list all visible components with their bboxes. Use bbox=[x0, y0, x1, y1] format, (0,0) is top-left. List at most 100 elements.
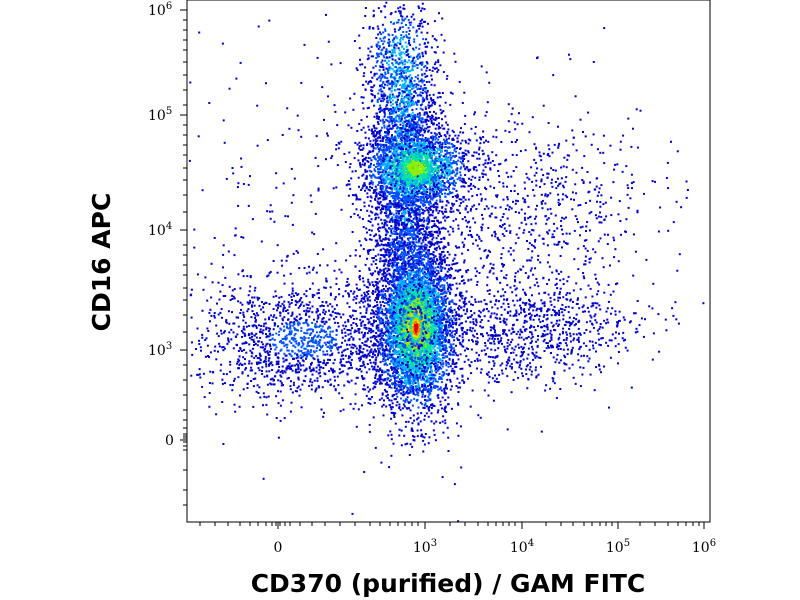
event-dot bbox=[357, 357, 360, 360]
event-dot bbox=[576, 298, 579, 301]
event-dot bbox=[262, 361, 265, 363]
event-dot bbox=[289, 388, 292, 391]
event-dot bbox=[303, 335, 306, 338]
event-dot bbox=[241, 371, 244, 374]
event-dot bbox=[435, 39, 438, 42]
event-dot bbox=[428, 94, 431, 97]
event-dot bbox=[480, 65, 483, 68]
event-dot bbox=[254, 320, 257, 323]
event-dot bbox=[598, 368, 601, 371]
event-dot bbox=[318, 386, 321, 389]
event-dot bbox=[497, 290, 499, 293]
event-dot bbox=[534, 240, 536, 243]
event-dot bbox=[426, 112, 429, 115]
event-dot bbox=[613, 168, 616, 171]
event-dot bbox=[592, 344, 594, 347]
event-dot bbox=[594, 251, 597, 254]
event-dot bbox=[504, 208, 507, 210]
event-dot bbox=[571, 363, 574, 366]
event-dot bbox=[305, 272, 308, 275]
event-dot bbox=[594, 341, 597, 344]
event-dot bbox=[534, 267, 537, 270]
event-dot bbox=[528, 231, 531, 233]
event-dot bbox=[357, 329, 360, 332]
event-dot bbox=[290, 295, 293, 298]
event-dot bbox=[463, 331, 466, 334]
event-dot bbox=[237, 325, 240, 328]
event-dot bbox=[227, 250, 230, 253]
event-dot bbox=[370, 263, 373, 266]
event-dot bbox=[382, 37, 385, 40]
event-dot bbox=[411, 430, 414, 432]
event-dot bbox=[221, 382, 224, 385]
event-dot bbox=[536, 307, 539, 310]
event-dot bbox=[299, 336, 302, 339]
event-dot bbox=[435, 190, 438, 193]
event-dot bbox=[375, 192, 378, 194]
event-dot bbox=[318, 368, 321, 371]
event-dot bbox=[570, 349, 573, 352]
event-dot bbox=[442, 226, 445, 229]
event-dot bbox=[514, 202, 517, 205]
event-dot bbox=[577, 204, 580, 207]
event-dot bbox=[598, 283, 601, 286]
event-dot bbox=[275, 395, 278, 398]
event-dot bbox=[554, 181, 557, 183]
event-dot bbox=[461, 102, 464, 104]
event-dot bbox=[282, 384, 284, 387]
event-dot bbox=[475, 321, 478, 324]
event-dot bbox=[493, 380, 496, 383]
event-dot bbox=[265, 365, 268, 368]
event-dot bbox=[535, 309, 538, 312]
event-dot bbox=[446, 256, 449, 259]
event-dot bbox=[373, 96, 376, 99]
event-dot bbox=[269, 345, 272, 348]
event-dot bbox=[400, 86, 403, 89]
event-dot bbox=[345, 259, 348, 262]
event-dot bbox=[329, 294, 332, 297]
event-dot bbox=[581, 373, 584, 376]
event-dot bbox=[678, 253, 681, 256]
event-dot bbox=[453, 483, 456, 486]
event-dot bbox=[404, 17, 407, 20]
event-dot bbox=[281, 264, 284, 267]
event-dot bbox=[414, 90, 416, 93]
event-dot bbox=[484, 353, 487, 356]
event-dot bbox=[322, 350, 325, 353]
event-dot bbox=[410, 122, 412, 125]
event-dot bbox=[295, 340, 298, 343]
event-dot bbox=[372, 312, 375, 315]
event-dot bbox=[473, 151, 476, 154]
event-dot bbox=[470, 314, 473, 317]
event-dot bbox=[448, 339, 451, 341]
event-dot bbox=[535, 179, 538, 182]
event-dot bbox=[297, 342, 300, 344]
event-dot bbox=[293, 177, 296, 180]
event-dot bbox=[677, 322, 680, 325]
event-dot bbox=[392, 63, 395, 66]
event-dot bbox=[496, 355, 499, 358]
event-dot bbox=[595, 321, 598, 324]
event-dot bbox=[398, 389, 401, 392]
event-dot bbox=[634, 312, 637, 315]
event-dot bbox=[470, 303, 472, 306]
event-dot bbox=[561, 311, 564, 314]
event-dot bbox=[377, 341, 380, 344]
event-dot bbox=[529, 365, 532, 368]
event-dot bbox=[334, 389, 337, 392]
event-dot bbox=[288, 330, 291, 333]
event-dot bbox=[520, 308, 523, 311]
event-dot bbox=[362, 75, 365, 78]
event-dot bbox=[528, 303, 531, 306]
event-dot bbox=[330, 63, 333, 66]
event-dot bbox=[242, 236, 245, 239]
event-dot bbox=[541, 333, 544, 336]
event-dot bbox=[405, 34, 408, 37]
event-dot bbox=[413, 212, 416, 215]
event-dot bbox=[614, 163, 617, 166]
event-dot bbox=[266, 413, 269, 416]
event-dot bbox=[558, 345, 561, 348]
event-dot bbox=[277, 379, 280, 382]
event-dot bbox=[518, 227, 521, 230]
event-dot bbox=[360, 351, 363, 353]
